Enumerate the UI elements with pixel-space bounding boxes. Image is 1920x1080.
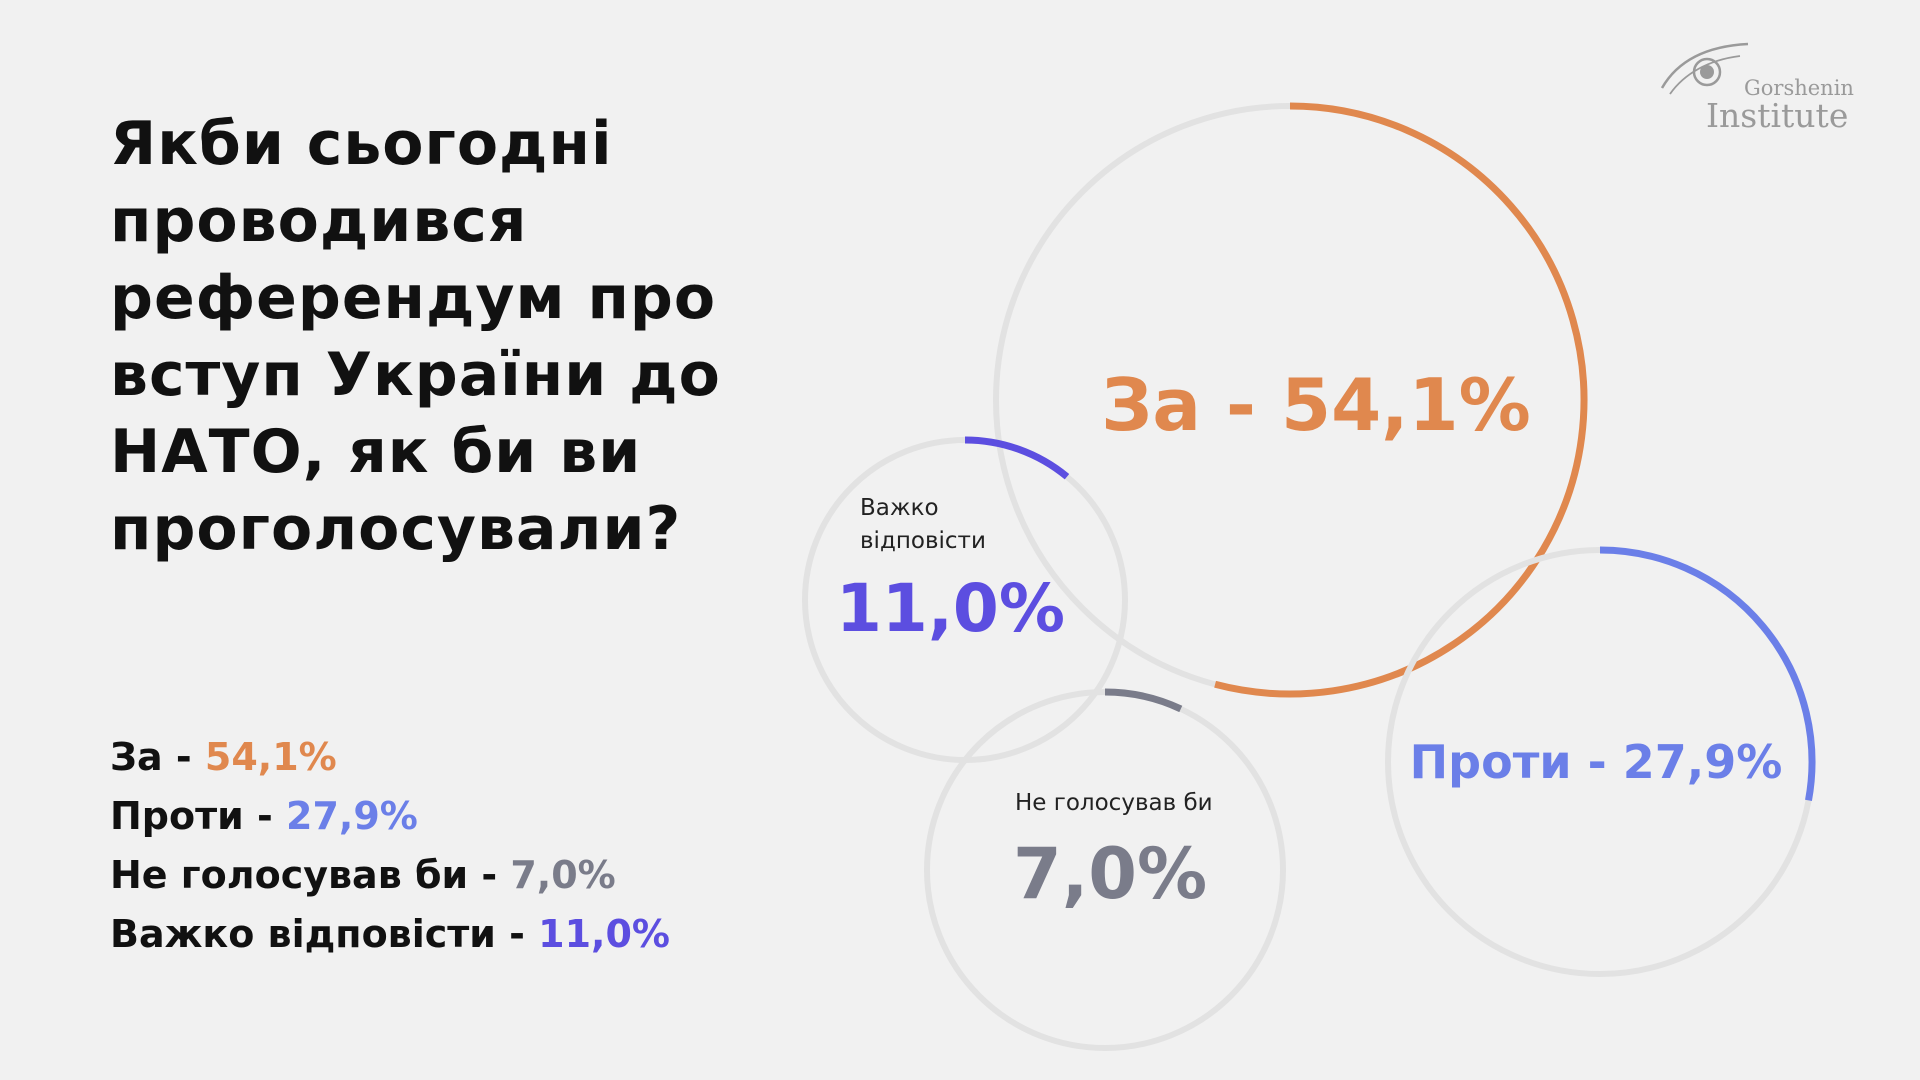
bubble-proty: Проти - 27,9% [1385,546,1816,977]
legend-item-ne-holosuvav: Не голосував би - 7,0% [110,846,830,905]
bubble-label: Проти - 27,9% [1410,735,1783,789]
legend-value: 11,0% [538,912,670,956]
logo-line-2: Institute [1706,96,1849,135]
bubble-caption-line: Важко [860,495,939,521]
bubble-value: 11,0% [836,570,1065,647]
logo-line-1: Gorshenin [1744,76,1854,100]
legend-item-vazhko: Важко відповісти - 11,0% [110,905,830,964]
legend-value: 54,1% [204,735,337,779]
legend-item-proty: Проти - 27,9% [110,787,830,846]
bubble-ne-holosuvav: Не голосував би 7,0% [924,688,1286,1051]
bubble-arc [1599,546,1816,802]
legend-separator: - [495,912,539,956]
legend-separator: - [162,735,205,779]
legend-value: 7,0% [510,853,616,897]
gorshenin-logo: Gorshenin Institute [1660,38,1880,138]
bubble-arc [1104,688,1183,713]
legend-label: Проти [110,794,244,838]
legend-value: 27,9% [286,794,418,838]
legend-separator: - [468,853,511,897]
bubble-arc [1214,102,1588,698]
legend-label: За [110,735,163,779]
bubble-vazhko: Важко відповісти 11,0% [802,436,1128,763]
legend-item-za: За - 54,1% [110,728,830,787]
legend-label: Не голосував би [110,853,469,897]
bubble-caption-line: відповісти [860,528,986,554]
legend-label: Важко відповісти [110,912,496,956]
legend-separator: - [243,794,286,838]
bubble-arc [964,436,1070,480]
eye-icon [1660,42,1749,95]
chart-title: Якби сьогодні проводився референдум про … [110,109,721,564]
legend: За - 54,1% Проти - 27,9% Не голосував би… [110,728,830,964]
bubble-caption: Не голосував би [1015,790,1213,816]
bubble-value: 7,0% [1013,833,1207,915]
bubble-label: За - 54,1% [1101,363,1531,447]
bubble-za: За - 54,1% [993,102,1588,698]
